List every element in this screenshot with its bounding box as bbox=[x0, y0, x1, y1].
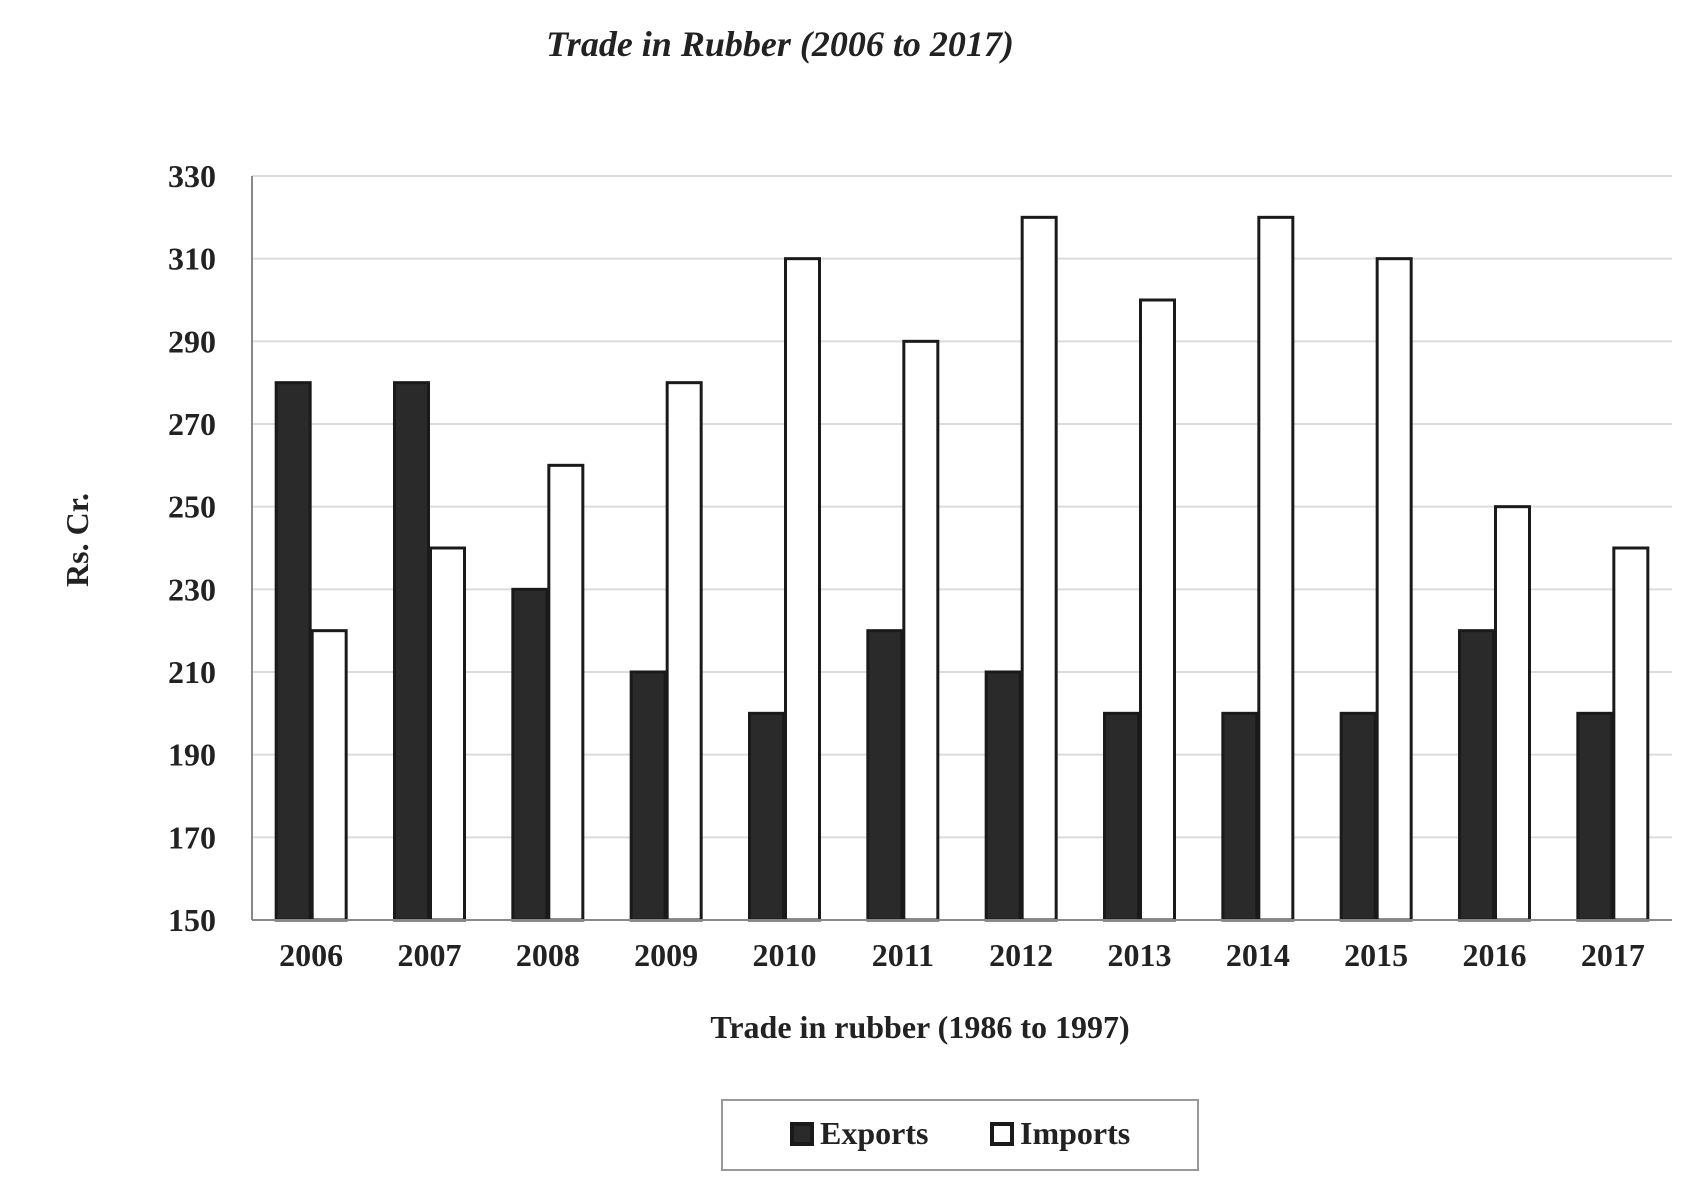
bar-imports-2006 bbox=[310, 629, 348, 922]
y-tick-labels: 150 170 190 210 230 250 270 290 310 330 bbox=[168, 158, 216, 938]
bar-exports-2006 bbox=[274, 381, 312, 922]
y-tick-label: 250 bbox=[168, 489, 216, 525]
y-tick-label: 270 bbox=[168, 406, 216, 442]
x-tick-label: 2008 bbox=[516, 937, 580, 973]
x-tick-label: 2014 bbox=[1226, 937, 1290, 973]
bar-imports-2009 bbox=[665, 381, 703, 922]
x-tick-label: 2009 bbox=[634, 937, 698, 973]
bar-imports-2012 bbox=[1020, 215, 1058, 922]
bar-exports-2014 bbox=[1221, 711, 1259, 922]
bar-exports-2010 bbox=[748, 711, 785, 922]
bar-imports-2011 bbox=[902, 339, 940, 922]
legend-swatch-exports bbox=[790, 1122, 814, 1146]
bar-exports-2008 bbox=[511, 587, 549, 922]
legend: Exports Imports bbox=[721, 1099, 1199, 1171]
x-tick-label: 2013 bbox=[1108, 937, 1172, 973]
x-tick-label: 2010 bbox=[753, 937, 817, 973]
bar-imports-2016 bbox=[1494, 505, 1531, 922]
legend-label-exports: Exports bbox=[820, 1115, 928, 1151]
bar-exports-2009 bbox=[629, 670, 667, 922]
bar-exports-2017 bbox=[1576, 711, 1614, 922]
y-tick-label: 290 bbox=[168, 323, 216, 359]
bar-exports-2011 bbox=[866, 629, 904, 922]
grid-lines bbox=[252, 175, 1672, 839]
x-tick-label: 2017 bbox=[1581, 937, 1645, 973]
bar-imports-2013 bbox=[1139, 298, 1176, 922]
chart-title: Trade in Rubber (2006 to 2017) bbox=[546, 24, 1014, 64]
y-axis-label: Rs. Cr. bbox=[59, 493, 95, 587]
x-tick-label: 2012 bbox=[989, 937, 1053, 973]
x-axis-label: Trade in rubber (1986 to 1997) bbox=[710, 1009, 1129, 1045]
x-tick-label: 2011 bbox=[872, 937, 934, 973]
bar-exports-2016 bbox=[1458, 629, 1495, 922]
y-tick-label: 310 bbox=[168, 241, 216, 277]
bar-imports-2010 bbox=[784, 257, 821, 922]
bar-imports-2007 bbox=[429, 546, 466, 922]
x-tick-label: 2006 bbox=[279, 937, 343, 973]
bars-group bbox=[274, 215, 1650, 922]
legend-label-imports: Imports bbox=[1020, 1115, 1130, 1151]
bar-imports-2014 bbox=[1257, 215, 1295, 922]
bar-exports-2007 bbox=[393, 381, 430, 922]
y-tick-label: 210 bbox=[168, 654, 216, 690]
legend-swatch-imports bbox=[990, 1122, 1014, 1146]
x-tick-labels: 2006 2007 2008 2009 2010 2011 2012 2013 2014 2015… bbox=[279, 937, 1645, 973]
bar-imports-2017 bbox=[1612, 546, 1650, 922]
x-tick-label: 2015 bbox=[1344, 937, 1408, 973]
bar-exports-2015 bbox=[1339, 711, 1377, 922]
x-tick-label: 2016 bbox=[1463, 937, 1527, 973]
bar-exports-2013 bbox=[1103, 711, 1140, 922]
y-tick-label: 330 bbox=[168, 158, 216, 194]
bar-imports-2008 bbox=[547, 463, 585, 922]
y-tick-label: 150 bbox=[168, 902, 216, 938]
bar-exports-2012 bbox=[984, 670, 1022, 922]
y-tick-label: 230 bbox=[168, 571, 216, 607]
y-tick-label: 190 bbox=[168, 737, 216, 773]
axes bbox=[251, 176, 1672, 921]
y-tick-label: 170 bbox=[168, 819, 216, 855]
bar-imports-2015 bbox=[1375, 257, 1413, 922]
x-tick-label: 2007 bbox=[398, 937, 462, 973]
